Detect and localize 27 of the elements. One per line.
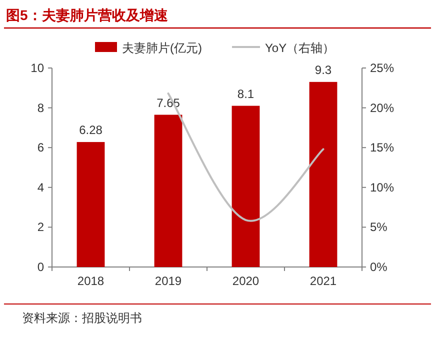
y2-tick-label: 15% (370, 140, 394, 155)
bar (154, 114, 182, 267)
data-label: 8.1 (237, 86, 254, 101)
data-label: 6.28 (79, 123, 103, 138)
y-tick-label: 2 (37, 220, 44, 234)
legend-label: 夫妻肺片(亿元) (122, 41, 202, 55)
y2-tick-label: 0% (370, 260, 388, 274)
y-tick-label: 8 (37, 100, 44, 115)
bar (232, 106, 260, 267)
y2-tick-label: 5% (370, 220, 388, 234)
x-tick-label: 2018 (77, 274, 104, 288)
x-tick-label: 2019 (154, 274, 182, 288)
data-label: 9.3 (314, 62, 332, 77)
y-tick-label: 4 (37, 180, 44, 194)
bar (76, 142, 105, 267)
y2-tick-label: 10% (370, 180, 394, 194)
bar (309, 82, 338, 267)
y-tick-label: 6 (37, 140, 44, 155)
text: 资料来源：招股说明书 (22, 311, 142, 325)
chart-title: 图5：夫妻肺片营收及增速 (6, 7, 169, 23)
y-tick-label: 0 (37, 260, 44, 274)
x-tick-label: 2021 (310, 274, 337, 288)
y-tick-label: 10 (30, 61, 44, 75)
y2-tick-label: 25% (370, 61, 394, 75)
legend-label: YoY（右轴） (265, 41, 335, 55)
y2-tick-label: 20% (370, 100, 394, 115)
x-tick-label: 2020 (232, 274, 260, 288)
